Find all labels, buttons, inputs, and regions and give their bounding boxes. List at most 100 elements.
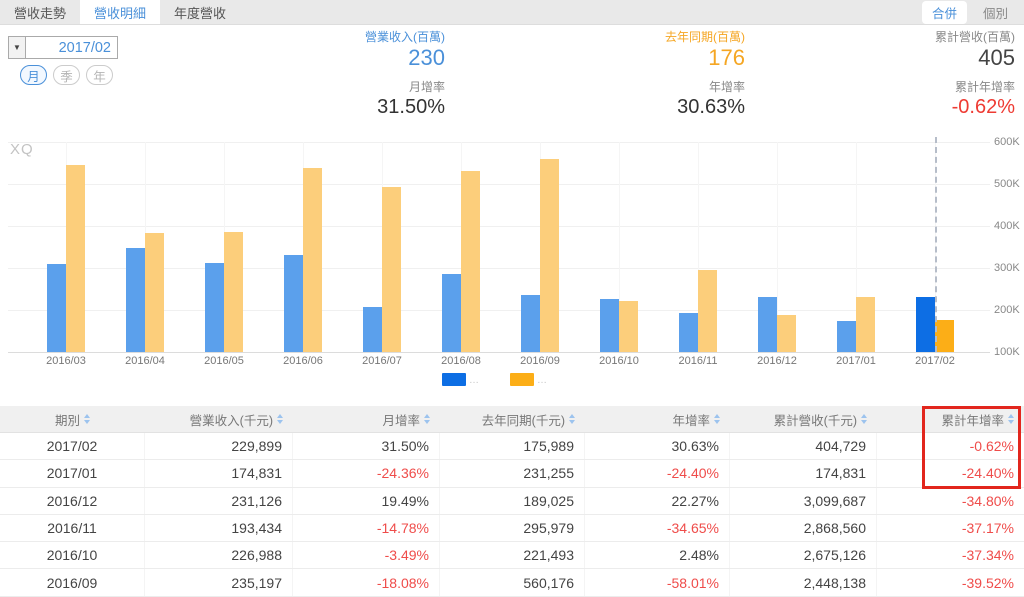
- summary-stats-row: ▼ 2017/02 月季年 營業收入(百萬) 230 月增率 31.50% 去年同期(百…: [0, 25, 1024, 125]
- sort-icon: [569, 414, 575, 424]
- bar-last-year-2016/08: [461, 170, 480, 352]
- header-col-cumulative-yoy[interactable]: 累計年增率: [877, 406, 1024, 432]
- revenue-table: 期別 營業收入(千元) 月增率 去年同期(千元) 年增率 累計營收(千元) 累計年增率 20…: [0, 406, 1024, 597]
- granularity-quarter[interactable]: 季: [53, 65, 80, 85]
- cell-col-mom-growth: 31.50%: [293, 433, 440, 460]
- header-col-cumulative-yoy-label: 累計年增率: [941, 413, 1004, 428]
- bar-last-year-2016/04: [145, 233, 164, 352]
- cell-col-revenue: 174,831: [145, 460, 293, 487]
- x-axis-label: 2016/06: [283, 355, 323, 367]
- table-row[interactable]: 2016/09 235,197 -18.08% 560,176 -58.01% 2,448…: [0, 569, 1024, 597]
- stat-cumulative-value: 405: [978, 45, 1015, 70]
- cell-col-yoy-growth: -58.01%: [585, 569, 730, 596]
- x-axis-label: 2016/07: [362, 355, 402, 367]
- bar-revenue-2017/01: [837, 320, 856, 352]
- stat-revenue: 營業收入(百萬) 230 月增率 31.50%: [365, 28, 445, 119]
- header-col-mom-growth[interactable]: 月增率: [293, 406, 440, 432]
- header-col-last-year[interactable]: 去年同期(千元): [440, 406, 585, 432]
- bar-revenue-2017/02: [916, 297, 935, 352]
- vertical-gridline: [619, 142, 620, 352]
- period-select[interactable]: ▼ 2017/02: [8, 36, 118, 59]
- header-col-revenue-label: 營業收入(千元): [189, 413, 273, 428]
- cell-col-last-year: 189,025: [440, 487, 585, 514]
- bar-revenue-2016/09: [521, 295, 540, 352]
- legend-swatch-last-year: [510, 373, 534, 386]
- cell-col-yoy-growth: 2.48%: [585, 542, 730, 569]
- sort-down-arrow-icon: [424, 420, 430, 424]
- cell-col-cumulative-revenue: 174,831: [730, 460, 877, 487]
- sort-up-arrow-icon: [1008, 414, 1014, 418]
- individual-button[interactable]: 個別: [982, 6, 1008, 21]
- x-axis-label: 2016/08: [441, 355, 481, 367]
- granularity-year[interactable]: 年: [86, 65, 113, 85]
- x-axis-label: 2016/10: [599, 355, 639, 367]
- cell-col-cumulative-yoy: -24.40%: [961, 465, 1014, 482]
- chart-legend: ……: [0, 373, 990, 386]
- dropdown-arrow-icon[interactable]: ▼: [8, 36, 26, 59]
- stat-last-year: 去年同期(百萬) 176 年增率 30.63%: [665, 28, 745, 119]
- sort-down-arrow-icon: [861, 420, 867, 424]
- bar-revenue-2016/08: [442, 273, 461, 352]
- cell-col-cumulative-revenue: 3,099,687: [730, 487, 877, 514]
- gridline-600k: [8, 142, 990, 143]
- legend-item-last-year: …: [510, 373, 548, 386]
- cell-col-period: 2016/10: [0, 542, 145, 569]
- tab-revenue-trend[interactable]: 營收走勢: [14, 5, 67, 21]
- tab-revenue-detail[interactable]: 營收明細: [80, 0, 161, 24]
- sort-icon: [84, 414, 90, 424]
- table-row[interactable]: 2017/01 174,831 -24.36% 231,255 -24.40% 174,8…: [0, 460, 1024, 488]
- gridline-200k: [8, 310, 990, 311]
- header-col-cumulative-revenue[interactable]: 累計營收(千元): [730, 406, 877, 432]
- stat-revenue-value2: 31.50%: [377, 96, 445, 119]
- cell-col-revenue: 231,126: [145, 487, 293, 514]
- gridline-100k: [8, 352, 990, 353]
- table-row[interactable]: 2016/11 193,434 -14.78% 295,979 -34.65% 2,868…: [0, 514, 1024, 543]
- x-axis-label: 2016/04: [125, 355, 165, 367]
- cell-col-mom-growth: -24.36%: [293, 460, 440, 487]
- header-col-yoy-growth[interactable]: 年增率: [585, 406, 730, 432]
- table-header-row: 期別 營業收入(千元) 月增率 去年同期(千元) 年增率 累計營收(千元) 累計年增率: [0, 406, 1024, 433]
- cell-col-last-year: 231,255: [440, 460, 585, 487]
- stat-last-year-value: 176: [708, 45, 745, 70]
- legend-item-revenue: …: [442, 373, 480, 386]
- legend-label: …: [469, 375, 480, 386]
- x-axis-label: 2016/05: [204, 355, 244, 367]
- header-col-period[interactable]: 期別: [0, 406, 145, 432]
- vertical-gridline: [856, 142, 857, 352]
- tab-annual-revenue[interactable]: 年度營收: [174, 5, 227, 21]
- bar-revenue-2016/03: [47, 263, 66, 352]
- sort-down-arrow-icon: [84, 420, 90, 424]
- stat-last-year-label: 去年同期(百萬): [665, 30, 745, 44]
- gridline-400k: [8, 226, 990, 227]
- stat-last-year-label2: 年增率: [708, 80, 745, 95]
- header-col-revenue[interactable]: 營業收入(千元): [145, 406, 293, 432]
- table-row[interactable]: 2017/02 229,899 31.50% 175,989 30.63% 404,729…: [0, 433, 1024, 461]
- sort-up-arrow-icon: [569, 414, 575, 418]
- cell-col-last-year: 175,989: [440, 433, 585, 460]
- sort-icon: [714, 414, 720, 424]
- selection-indicator-line: [935, 137, 937, 352]
- legend-label: …: [537, 375, 548, 386]
- granularity-toggle: 月季年: [20, 65, 119, 85]
- sort-up-arrow-icon: [84, 414, 90, 418]
- stat-cumulative-label: 累計營收(百萬): [935, 30, 1015, 44]
- cell-col-period: 2016/09: [0, 569, 145, 596]
- bar-revenue-2016/06: [284, 255, 303, 352]
- table-row[interactable]: 2016/10 226,988 -3.49% 221,493 2.48% 2,675,12…: [0, 542, 1024, 570]
- cell-col-cumulative-revenue: 2,448,138: [730, 569, 877, 596]
- bar-last-year-2016/09: [540, 158, 559, 352]
- x-axis-label: 2016/03: [46, 355, 86, 367]
- granularity-month[interactable]: 月: [20, 65, 47, 85]
- cell-col-period: 2017/01: [0, 460, 145, 487]
- bar-revenue-2016/11: [679, 312, 698, 352]
- bar-last-year-2016/03: [66, 164, 85, 352]
- cell-col-mom-growth: 19.49%: [293, 487, 440, 514]
- sort-up-arrow-icon: [714, 414, 720, 418]
- table-row[interactable]: 2016/12 231,126 19.49% 189,025 22.27% 3,099,6…: [0, 487, 1024, 515]
- bar-last-year-2017/02: [935, 320, 954, 352]
- period-select-value[interactable]: 2017/02: [26, 36, 118, 59]
- x-axis-label: 2016/11: [678, 355, 718, 367]
- y-axis-tick: 500K: [994, 178, 1020, 190]
- consolidated-button[interactable]: 合併: [921, 0, 967, 24]
- cell-col-period: 2017/02: [0, 433, 145, 460]
